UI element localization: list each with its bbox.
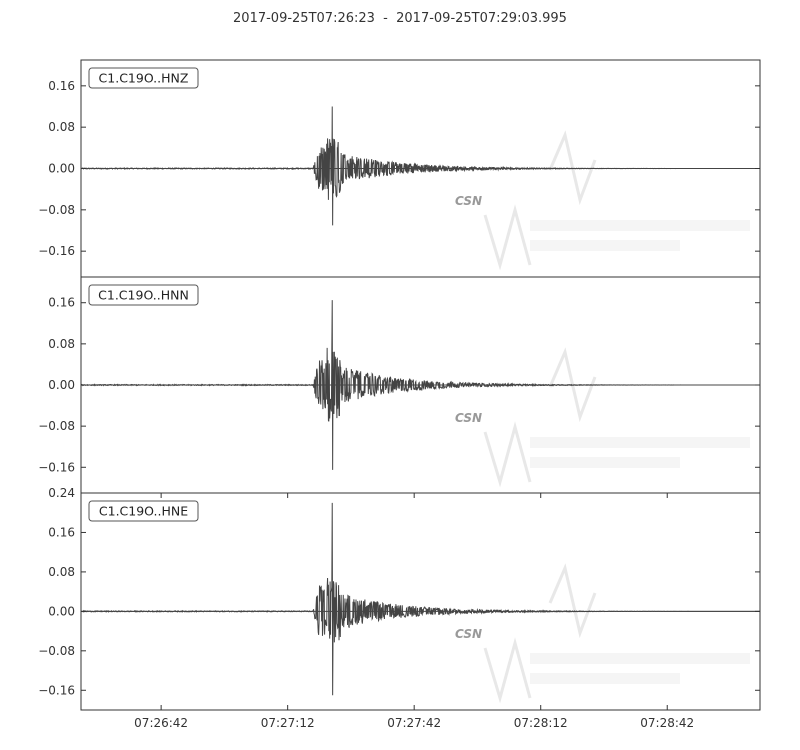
csn-watermark-line-2 — [530, 673, 680, 684]
y-tick-label: 0.24 — [48, 486, 75, 500]
y-tick-label: 0.00 — [48, 604, 75, 618]
axes-frame — [80, 492, 761, 711]
waveform-trace — [80, 502, 760, 696]
csn-watermark-line-1 — [530, 437, 750, 448]
csn-watermark-peak-icon — [548, 130, 597, 206]
x-tick-label: 07:27:12 — [261, 716, 315, 730]
csn-watermark-line-2 — [530, 457, 680, 468]
csn-watermark-logo: CSN — [455, 627, 482, 641]
channel-label-box — [88, 67, 199, 89]
channel-label-box — [88, 284, 199, 306]
csn-watermark-line-1 — [530, 220, 750, 231]
chart-title: 2017-09-25T07:26:23 - 2017-09-25T07:29:0… — [233, 11, 567, 26]
y-tick-label: 0.08 — [48, 565, 75, 579]
y-tick-label: 0.00 — [48, 162, 75, 176]
y-tick-label: −0.16 — [38, 460, 75, 474]
y-tick-label: 0.00 — [48, 378, 75, 392]
csn-watermark-logo: CSN — [455, 194, 482, 208]
y-tick-label: −0.16 — [38, 683, 75, 697]
csn-watermark-wave-icon — [483, 637, 532, 704]
y-tick-label: 0.08 — [48, 120, 75, 134]
y-tick-label: −0.08 — [38, 419, 75, 433]
csn-watermark-line-2 — [530, 240, 680, 251]
csn-watermark-wave-icon — [483, 204, 532, 271]
csn-watermark-logo: CSN — [455, 411, 482, 425]
y-tick-label: 0.16 — [48, 296, 75, 310]
x-tick-label: 07:27:42 — [387, 716, 441, 730]
y-tick-label: −0.08 — [38, 644, 75, 658]
x-tick-label: 07:26:42 — [134, 716, 188, 730]
csn-watermark-wave-icon — [483, 421, 532, 488]
y-tick-label: 0.16 — [48, 79, 75, 93]
y-tick-label: 0.08 — [48, 337, 75, 351]
y-tick-label: 0.16 — [48, 525, 75, 539]
channel-label: C1.C19O..HNN — [98, 288, 189, 303]
channel-label: C1.C19O..HNE — [99, 504, 188, 519]
x-tick-label: 07:28:42 — [640, 716, 694, 730]
waveform-trace — [80, 106, 761, 226]
x-tick-label: 07:28:12 — [514, 716, 568, 730]
waveform-trace — [80, 300, 761, 470]
channel-label-box — [88, 500, 199, 522]
csn-watermark-line-1 — [530, 653, 750, 664]
y-tick-label: −0.16 — [38, 244, 75, 258]
channel-label: C1.C19O..HNZ — [99, 71, 189, 86]
y-tick-label: −0.08 — [38, 203, 75, 217]
csn-watermark-peak-icon — [548, 563, 597, 639]
